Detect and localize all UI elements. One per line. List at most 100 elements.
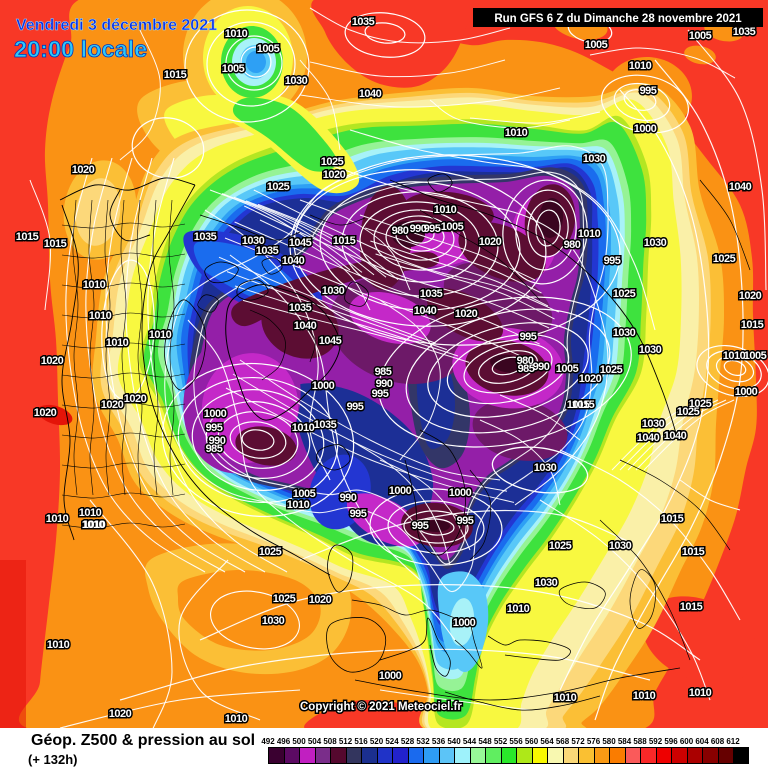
svg-text:1045: 1045 — [319, 335, 342, 347]
svg-text:1025: 1025 — [677, 406, 700, 418]
svg-text:995: 995 — [350, 508, 367, 520]
svg-text:1040: 1040 — [729, 181, 752, 193]
svg-text:990: 990 — [209, 435, 226, 447]
svg-text:1010: 1010 — [689, 687, 712, 699]
svg-text:1030: 1030 — [583, 153, 606, 165]
svg-text:995: 995 — [412, 520, 429, 532]
svg-text:1010: 1010 — [689, 687, 712, 699]
svg-text:1035: 1035 — [314, 419, 337, 431]
svg-text:990: 990 — [533, 361, 550, 373]
svg-text:1000: 1000 — [389, 485, 412, 497]
svg-text:1020: 1020 — [479, 236, 502, 248]
svg-text:1010: 1010 — [225, 28, 248, 40]
svg-text:1010: 1010 — [83, 279, 106, 291]
svg-text:1000: 1000 — [634, 123, 657, 135]
svg-text:995: 995 — [457, 515, 474, 527]
svg-text:1020: 1020 — [455, 308, 478, 320]
svg-text:1000: 1000 — [204, 408, 227, 420]
svg-text:1020: 1020 — [101, 399, 124, 411]
svg-text:1030: 1030 — [262, 615, 285, 627]
svg-text:1010: 1010 — [46, 513, 69, 525]
svg-text:1040: 1040 — [359, 88, 382, 100]
svg-text:995: 995 — [457, 515, 474, 527]
svg-text:1045: 1045 — [289, 237, 312, 249]
svg-text:995: 995 — [424, 223, 441, 235]
svg-text:1020: 1020 — [101, 399, 124, 411]
svg-text:1030: 1030 — [644, 237, 667, 249]
svg-text:1015: 1015 — [661, 513, 684, 525]
svg-text:1010: 1010 — [46, 513, 69, 525]
svg-text:1005: 1005 — [689, 30, 712, 42]
svg-text:1010: 1010 — [723, 350, 746, 362]
svg-text:1025: 1025 — [549, 540, 572, 552]
svg-text:1040: 1040 — [729, 181, 752, 193]
svg-text:1010: 1010 — [79, 507, 102, 519]
svg-text:1020: 1020 — [455, 308, 478, 320]
svg-text:Copyright © 2021 Meteociel.fr: Copyright © 2021 Meteociel.fr — [300, 701, 462, 713]
svg-text:1030: 1030 — [642, 418, 665, 430]
svg-text:1005: 1005 — [744, 350, 767, 362]
svg-text:1040: 1040 — [294, 320, 317, 332]
svg-text:995: 995 — [640, 85, 657, 97]
svg-text:1010: 1010 — [554, 692, 577, 704]
svg-text:1015: 1015 — [164, 69, 187, 81]
svg-text:1010: 1010 — [287, 499, 310, 511]
svg-text:1015: 1015 — [661, 513, 684, 525]
svg-text:1015: 1015 — [572, 399, 595, 411]
svg-text:1000: 1000 — [312, 380, 335, 392]
svg-text:1015: 1015 — [682, 546, 705, 558]
svg-text:Vendredi 3 décembre 2021: Vendredi 3 décembre 2021 — [16, 17, 217, 34]
svg-text:990: 990 — [376, 378, 393, 390]
svg-text:1040: 1040 — [414, 305, 437, 317]
svg-text:1035: 1035 — [733, 26, 756, 38]
svg-text:1025: 1025 — [713, 253, 736, 265]
svg-text:1030: 1030 — [639, 344, 662, 356]
svg-text:1030: 1030 — [609, 540, 632, 552]
svg-text:1010: 1010 — [434, 204, 457, 216]
svg-text:1030: 1030 — [322, 285, 345, 297]
svg-text:1025: 1025 — [267, 181, 290, 193]
svg-text:1015: 1015 — [44, 238, 67, 250]
svg-text:1010: 1010 — [629, 60, 652, 72]
svg-text:1030: 1030 — [609, 540, 632, 552]
svg-text:1010: 1010 — [47, 639, 70, 651]
svg-text:1020: 1020 — [72, 164, 95, 176]
svg-text:1010: 1010 — [633, 690, 656, 702]
svg-text:1045: 1045 — [289, 237, 312, 249]
svg-text:980: 980 — [392, 225, 409, 237]
svg-text:1030: 1030 — [534, 462, 557, 474]
svg-text:1010: 1010 — [225, 713, 248, 725]
svg-text:1035: 1035 — [194, 231, 217, 243]
svg-text:1010: 1010 — [149, 329, 172, 341]
svg-text:1025: 1025 — [259, 546, 282, 558]
svg-text:1010: 1010 — [723, 350, 746, 362]
svg-text:1035: 1035 — [289, 302, 312, 314]
svg-text:980: 980 — [564, 239, 581, 251]
svg-text:985: 985 — [375, 366, 392, 378]
svg-text:1020: 1020 — [34, 407, 57, 419]
svg-text:990: 990 — [340, 492, 357, 504]
svg-text:980: 980 — [392, 225, 409, 237]
svg-text:980: 980 — [564, 239, 581, 251]
svg-text:990: 990 — [340, 492, 357, 504]
svg-text:1010: 1010 — [82, 519, 105, 531]
svg-text:985: 985 — [518, 363, 535, 375]
svg-text:1020: 1020 — [124, 393, 147, 405]
svg-text:1020: 1020 — [124, 393, 147, 405]
svg-text:1010: 1010 — [629, 60, 652, 72]
svg-text:1035: 1035 — [194, 231, 217, 243]
svg-text:1025: 1025 — [600, 364, 623, 376]
svg-text:985: 985 — [206, 443, 223, 455]
svg-text:1030: 1030 — [535, 577, 558, 589]
svg-text:1030: 1030 — [262, 615, 285, 627]
svg-text:1030: 1030 — [322, 285, 345, 297]
svg-text:1035: 1035 — [420, 288, 443, 300]
svg-text:1010: 1010 — [554, 692, 577, 704]
svg-text:1010: 1010 — [83, 519, 106, 531]
svg-text:1015: 1015 — [333, 235, 356, 247]
svg-text:1010: 1010 — [225, 713, 248, 725]
svg-text:1040: 1040 — [359, 88, 382, 100]
svg-text:1005: 1005 — [585, 39, 608, 51]
svg-text:985: 985 — [375, 366, 392, 378]
svg-text:1020: 1020 — [41, 355, 64, 367]
